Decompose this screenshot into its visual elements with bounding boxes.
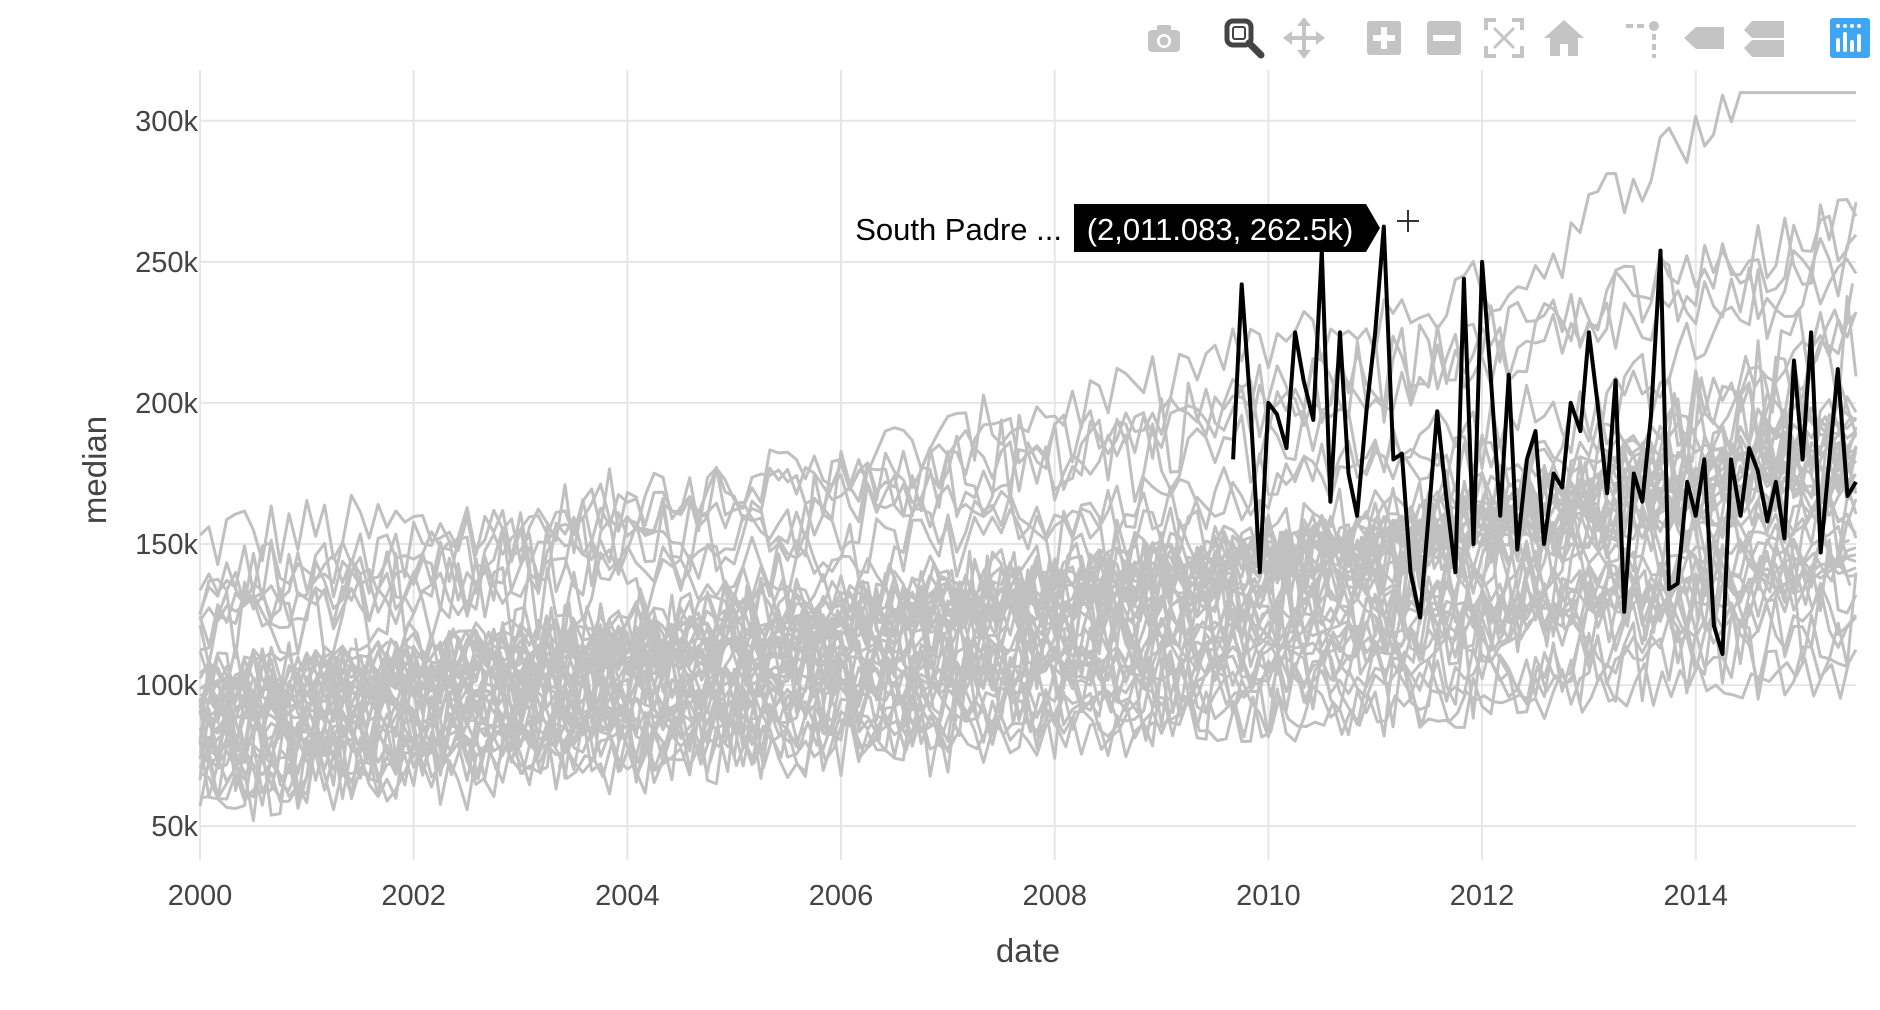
hover-closest-button[interactable]: [1680, 14, 1728, 62]
hover-compare-button[interactable]: [1740, 14, 1788, 62]
hover-name: South Padre ...: [855, 212, 1062, 247]
pan-icon: [1283, 17, 1325, 59]
x-tick-label: 2012: [1450, 880, 1515, 912]
background-series-line[interactable]: [230, 283, 1854, 775]
x-tick-label: 2004: [595, 880, 660, 912]
background-series-line[interactable]: [353, 433, 1853, 704]
zoom-out-button[interactable]: [1420, 14, 1468, 62]
background-series-line[interactable]: [198, 498, 1858, 758]
home-button[interactable]: [1540, 14, 1588, 62]
x-tick-label: 2000: [168, 880, 233, 912]
plotly-logo-button[interactable]: [1826, 14, 1874, 62]
x-tick-label: 2010: [1236, 880, 1301, 912]
y-tick-label: 150k: [135, 529, 198, 561]
y-gridlines: [200, 119, 1856, 828]
spike-lines-button[interactable]: [1620, 14, 1668, 62]
y-axis-title: median: [76, 416, 113, 524]
background-series-line[interactable]: [708, 538, 1850, 774]
x-tick-labels: 2000 2002 2004 2006 2008 2010 2012 2014: [168, 880, 1728, 912]
y-tick-label: 300k: [135, 106, 198, 138]
zoom-icon: [1224, 18, 1265, 59]
hover-label: South Padre ... (2,011.083, 262.5k): [855, 204, 1419, 252]
crosshair-cursor-icon: [1397, 210, 1419, 232]
hover-closest-icon: [1684, 27, 1724, 49]
y-tick-label: 200k: [135, 388, 198, 420]
background-series: [198, 91, 1858, 823]
autoscale-icon: [1484, 18, 1524, 58]
hover-box: [1074, 204, 1366, 252]
highlight-series: [1231, 224, 1858, 656]
x-tick-label: 2006: [809, 880, 874, 912]
camera-button[interactable]: [1140, 14, 1188, 62]
hover-value: (2,011.083, 262.5k): [1087, 212, 1354, 247]
background-series-line[interactable]: [314, 466, 1857, 694]
hover-compare-icon: [1744, 21, 1784, 57]
highlight-series-line[interactable]: [1231, 224, 1858, 656]
plotly-logo-icon: [1830, 18, 1870, 58]
x-tick-label: 2014: [1663, 880, 1728, 912]
y-tick-label: 100k: [135, 670, 198, 702]
zoom-out-icon: [1427, 21, 1461, 55]
autoscale-button[interactable]: [1480, 14, 1528, 62]
background-series-line[interactable]: [198, 91, 1856, 619]
background-series-line[interactable]: [441, 656, 1851, 781]
background-series-line[interactable]: [198, 295, 1858, 793]
x-tick-label: 2002: [381, 880, 446, 912]
background-series-line[interactable]: [198, 562, 1857, 770]
x-tick-label: 2008: [1022, 880, 1087, 912]
zoom-button[interactable]: [1220, 14, 1268, 62]
background-series-line[interactable]: [584, 458, 1852, 711]
y-tick-label: 50k: [151, 811, 198, 843]
home-icon: [1544, 20, 1584, 56]
zoom-in-icon: [1367, 21, 1401, 55]
y-tick-label: 250k: [135, 247, 198, 279]
zoom-in-button[interactable]: [1360, 14, 1408, 62]
pan-button[interactable]: [1280, 14, 1328, 62]
background-series-line[interactable]: [198, 401, 1857, 631]
y-tick-labels: 50k 100k 150k 200k 250k 300k: [135, 106, 198, 843]
hover-pointer: [1366, 204, 1380, 252]
background-series-line[interactable]: [198, 621, 1858, 812]
x-axis-title: date: [996, 932, 1060, 969]
spike-lines-icon: [1626, 21, 1659, 58]
camera-icon: [1148, 25, 1180, 52]
